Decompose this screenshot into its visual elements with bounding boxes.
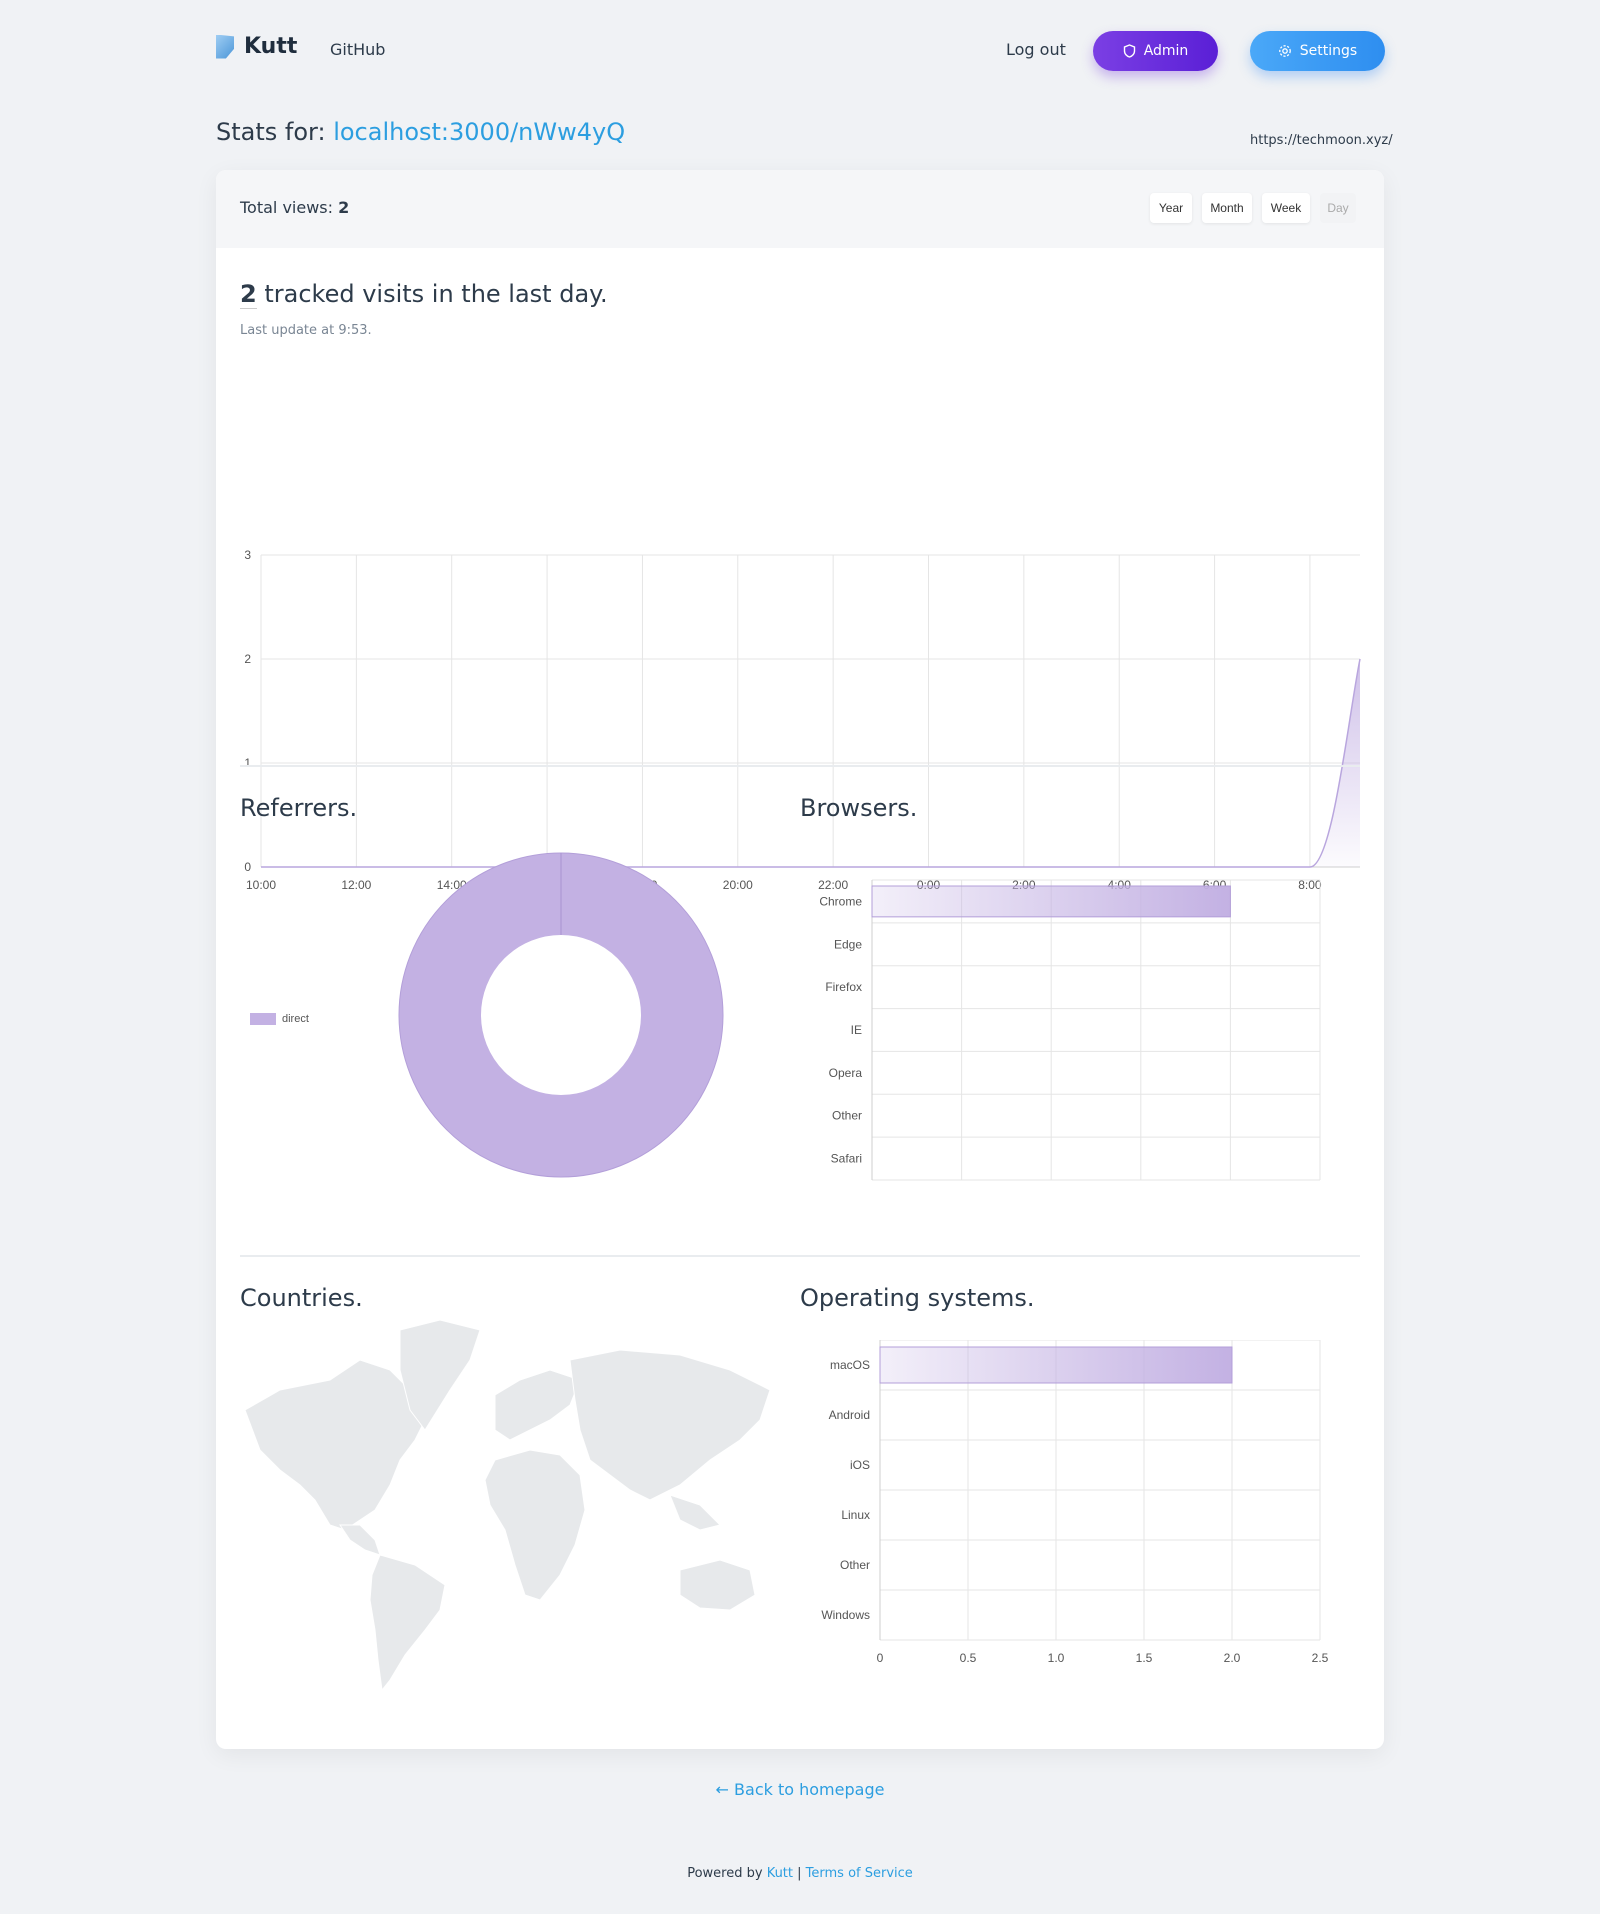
total-views: Total views: 2	[240, 198, 349, 217]
category-label: Firefox	[825, 980, 862, 994]
powered-by-text: Powered by	[687, 1866, 763, 1881]
gear-icon	[1278, 45, 1291, 57]
x-tick-label: 22:00	[818, 878, 848, 892]
y-tick-label: 0	[244, 860, 251, 874]
logo[interactable]: Kutt	[216, 34, 297, 59]
last-update: Last update at 9:53.	[240, 323, 372, 338]
settings-label: Settings	[1299, 43, 1358, 59]
x-tick-label: 8:00	[1298, 878, 1322, 892]
browsers-bar-chart: 00.51.01.52.02.5ChromeEdgeFirefoxIEOpera…	[819, 879, 1321, 1181]
footer-kutt-link[interactable]: Kutt	[766, 1866, 793, 1881]
map-africa	[484, 1449, 586, 1601]
map-europe	[494, 1369, 581, 1441]
map-greenland	[399, 1319, 481, 1431]
bar-macOS	[879, 1346, 1233, 1384]
map-asia	[569, 1349, 771, 1501]
category-label: Linux	[841, 1508, 870, 1522]
page-title: Stats for: localhost:3000/nWw4yQ	[216, 118, 625, 146]
x-tick-label: 10:00	[246, 878, 276, 892]
period-month-button[interactable]: Month	[1202, 193, 1252, 223]
period-day-button[interactable]: Day	[1320, 193, 1356, 223]
total-views-value: 2	[338, 198, 350, 217]
referrers-donut-chart	[398, 852, 724, 1178]
category-label: IE	[851, 1023, 862, 1037]
github-link[interactable]: GitHub	[330, 40, 386, 59]
category-label: Chrome	[819, 894, 862, 908]
referrers-legend: direct	[250, 1013, 309, 1025]
back-to-homepage-link[interactable]: ← Back to homepage	[715, 1780, 885, 1799]
target-url-link[interactable]: https://techmoon.xyz/	[1250, 133, 1393, 148]
bar-Chrome	[871, 885, 1231, 918]
visits-headline: 2 tracked visits in the last day.	[240, 280, 608, 309]
category-label: iOS	[850, 1458, 870, 1472]
total-views-label: Total views:	[240, 198, 334, 217]
visits-text: tracked visits in the last day.	[264, 280, 608, 308]
stats-title-prefix: Stats for:	[216, 118, 326, 146]
x-tick-label: 1.5	[1136, 1651, 1153, 1665]
x-tick-label: 2.0	[1224, 1651, 1241, 1665]
x-tick-label: 0.5	[960, 1651, 977, 1665]
x-tick-label: 2.5	[1312, 1651, 1329, 1665]
map-australia	[679, 1559, 756, 1611]
map-north-america	[244, 1359, 431, 1531]
y-tick-label: 2	[244, 652, 251, 666]
x-tick-label: 1.0	[1048, 1651, 1065, 1665]
period-year-button[interactable]: Year	[1150, 193, 1192, 223]
y-tick-label: 1	[244, 756, 251, 770]
y-tick-label: 3	[244, 548, 251, 562]
category-label: Android	[829, 1408, 870, 1422]
logo-text: Kutt	[244, 34, 298, 59]
kutt-logo-icon	[216, 34, 234, 59]
logout-link[interactable]: Log out	[1006, 40, 1066, 59]
category-label: Safari	[831, 1152, 862, 1166]
countries-title: Countries.	[240, 1284, 363, 1312]
os-bar-chart: 0 0.5 1.0 1.5 2.0 2.5 macOS Android iOS Linux Othe…	[821, 1340, 1329, 1665]
section-divider	[240, 765, 1360, 767]
footer: Powered by Kutt | Terms of Service	[0, 1866, 1600, 1881]
map-south-america	[369, 1554, 446, 1692]
category-label: Opera	[829, 1066, 863, 1080]
terms-of-service-link[interactable]: Terms of Service	[805, 1866, 913, 1881]
section-divider	[240, 1255, 1360, 1257]
os-title: Operating systems.	[800, 1284, 1035, 1312]
stats-card: Total views: 2 Year Month Week Day 2 tra…	[216, 170, 1384, 1749]
admin-button[interactable]: Admin	[1093, 31, 1218, 71]
footer-separator: |	[797, 1866, 802, 1881]
browsers-title: Browsers.	[800, 794, 918, 822]
category-label: Windows	[821, 1608, 870, 1622]
referrers-title: Referrers.	[240, 794, 358, 822]
category-label: Other	[840, 1558, 870, 1572]
legend-swatch	[250, 1013, 276, 1025]
category-label: Edge	[834, 937, 862, 951]
short-link[interactable]: localhost:3000/nWw4yQ	[333, 118, 626, 146]
admin-label: Admin	[1143, 43, 1189, 59]
world-map	[244, 1319, 771, 1692]
legend-label-direct: direct	[282, 1013, 309, 1025]
visits-line	[261, 658, 1361, 868]
category-label: macOS	[830, 1358, 870, 1372]
x-tick-label: 20:00	[723, 878, 753, 892]
period-week-button[interactable]: Week	[1262, 193, 1310, 223]
map-central-america	[339, 1524, 381, 1556]
x-tick-label: 12:00	[341, 878, 371, 892]
visits-count: 2	[240, 280, 257, 309]
map-southeast-asia	[669, 1494, 721, 1531]
shield-icon	[1123, 44, 1135, 58]
category-label: Other	[832, 1109, 862, 1123]
x-tick-label: 0	[877, 1651, 884, 1665]
settings-button[interactable]: Settings	[1250, 31, 1385, 71]
